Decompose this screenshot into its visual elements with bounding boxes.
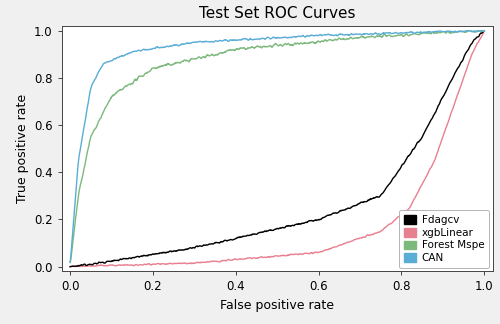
X-axis label: False positive rate: False positive rate — [220, 299, 334, 312]
Legend: Fdagcv, xgbLinear, Forest Mspe, CAN: Fdagcv, xgbLinear, Forest Mspe, CAN — [398, 210, 490, 268]
Y-axis label: True positive rate: True positive rate — [16, 94, 28, 203]
Title: Test Set ROC Curves: Test Set ROC Curves — [199, 6, 356, 20]
